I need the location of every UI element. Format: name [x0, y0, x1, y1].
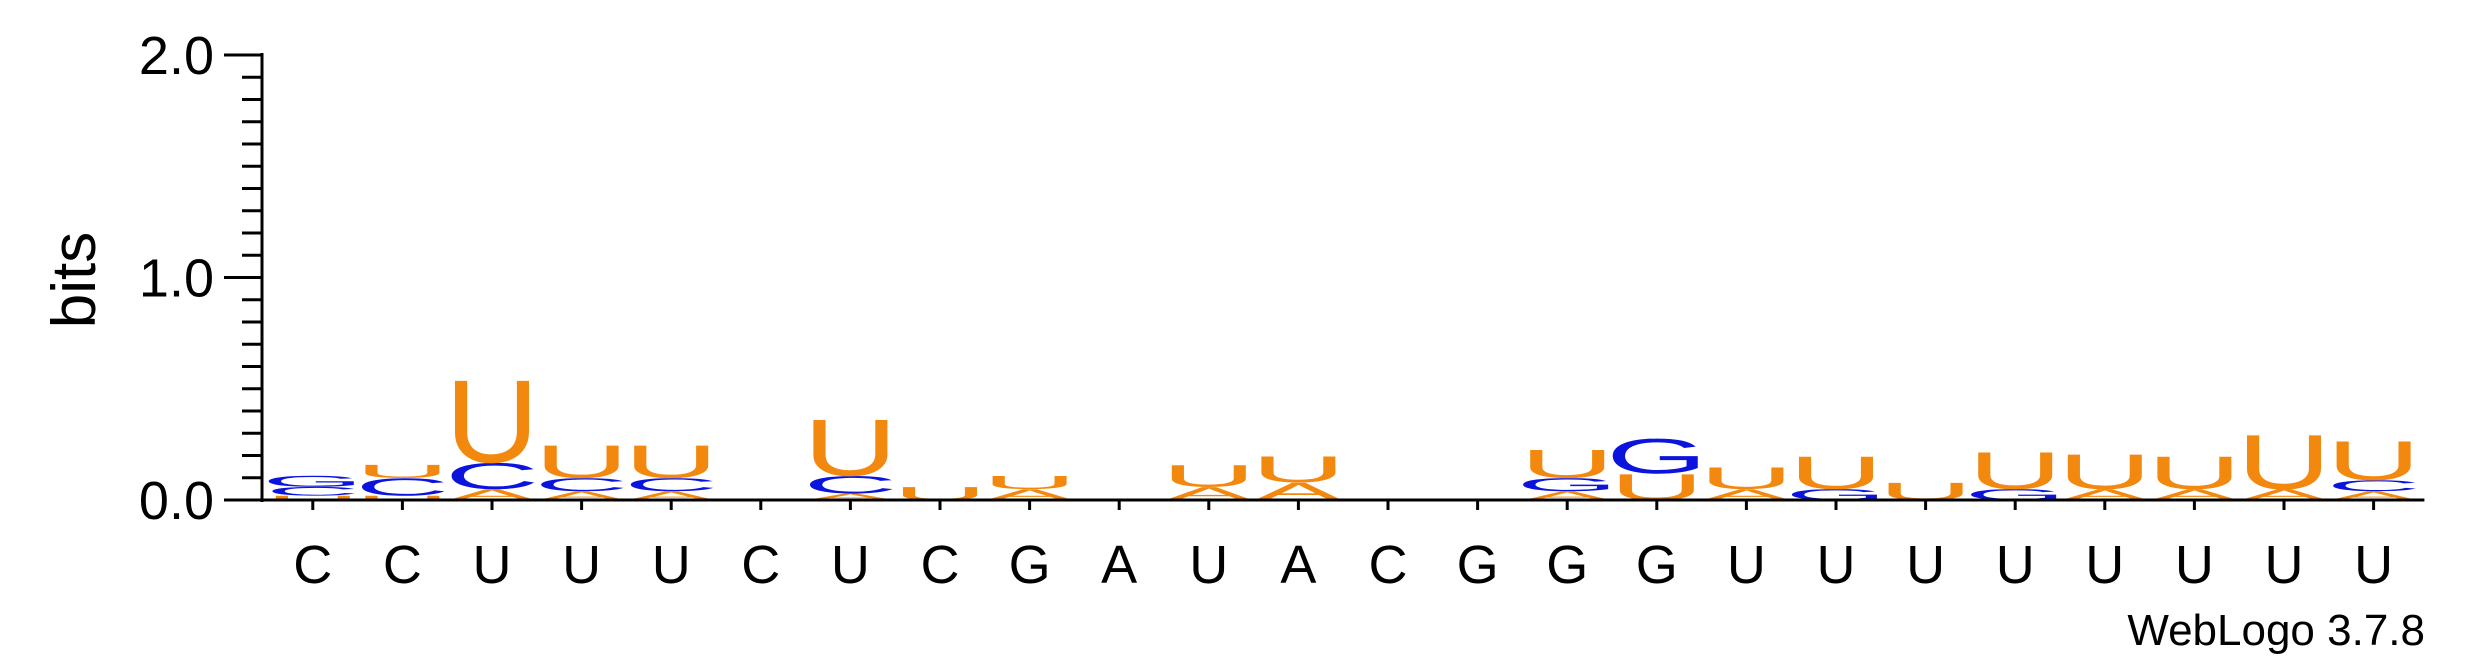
logo-column: ACU [445, 356, 539, 504]
logo-column: ACU [803, 402, 897, 502]
y-axis-label: bits [40, 232, 109, 328]
logo-letter-U: U [1968, 442, 2062, 501]
y-tick-label: 1.0 [139, 249, 214, 309]
logo-column: ACU [624, 435, 718, 502]
position-label: C [921, 535, 960, 595]
logo-column: ACU [535, 435, 629, 502]
position-label: U [2265, 535, 2304, 595]
position-label: C [1369, 535, 1408, 595]
logo-letter-U: U [1251, 449, 1345, 491]
logo-letter-U: U [803, 402, 897, 492]
logo-letter-U: U [1162, 459, 1256, 494]
logo-letter-U: U [1789, 446, 1883, 498]
position-label: U [2354, 535, 2393, 595]
logo-letter-U: U [1520, 442, 1614, 487]
logo-letter-G: G [1606, 428, 1707, 483]
logo-column: UCG [262, 473, 363, 502]
logo-column: AU [2147, 446, 2241, 503]
position-label: G [1636, 535, 1678, 595]
logo-column: AGU [1517, 442, 1618, 503]
position-label: A [1101, 535, 1137, 595]
logo-letter-C: C [624, 474, 718, 495]
logo-letter-G: G [262, 473, 363, 490]
y-tick-label: 0.0 [139, 471, 214, 531]
weblogo-version: WebLogo 3.7.8 [2127, 606, 2425, 655]
position-label: U [2085, 535, 2124, 595]
position-label: C [383, 535, 422, 595]
position-label: U [1996, 535, 2035, 595]
logo-column: UG [1606, 428, 1707, 508]
position-label: U [652, 535, 691, 595]
y-axis: 0.0 1.0 2.0 [139, 26, 264, 531]
logo-column: ACU [2327, 430, 2421, 503]
position-label: G [1457, 535, 1499, 595]
position-label: G [1546, 535, 1588, 595]
position-label: U [1189, 535, 1228, 595]
logo-letter-U: U [2237, 419, 2331, 506]
position-label: C [293, 535, 332, 595]
logo-letter-U: U [983, 472, 1077, 493]
logo-letter-C: C [445, 455, 539, 497]
position-label: U [2175, 535, 2214, 595]
logo-letter-U: U [2058, 444, 2152, 499]
position-label: U [1727, 535, 1766, 595]
logo-letter-U: U [2147, 446, 2241, 498]
logo-letter-C: C [2327, 477, 2421, 494]
logo-column: AU [1251, 449, 1345, 506]
position-label: U [562, 535, 601, 595]
position-label: U [1817, 535, 1856, 595]
y-tick-label: 2.0 [139, 26, 214, 86]
position-label: U [473, 535, 512, 595]
logo-letter-C: C [803, 471, 897, 499]
logo-letter-U: U [445, 356, 539, 488]
position-label: A [1280, 535, 1316, 595]
logo-column: GU [1785, 446, 1886, 503]
position-label: U [831, 535, 870, 595]
position-label: C [741, 535, 780, 595]
logo-letter-C: C [266, 484, 360, 498]
logo-letter-C: C [355, 473, 449, 501]
logo-letter-G: G [1517, 474, 1618, 495]
logo-column: UCU [355, 461, 449, 501]
logo-letter-C: C [535, 474, 629, 495]
logo-letter-U: U [2327, 430, 2421, 492]
position-label: G [1009, 535, 1051, 595]
logo-letter-U: U [266, 494, 360, 501]
logo-column: AU [2058, 444, 2152, 503]
logo-column: AU [2237, 419, 2331, 506]
logo-column: AU [1162, 459, 1256, 504]
logo-letter-U: U [1699, 461, 1793, 496]
logo-letter-U: U [355, 461, 449, 482]
position-label: U [1906, 535, 1945, 595]
logo-letter-U: U [624, 435, 718, 487]
logo-column: AU [1699, 461, 1793, 503]
logo-letter-A: A [807, 492, 894, 502]
logo-letter-U: U [355, 494, 449, 501]
logo-letter-U: U [535, 435, 629, 487]
logo-column: GU [1965, 442, 2066, 504]
